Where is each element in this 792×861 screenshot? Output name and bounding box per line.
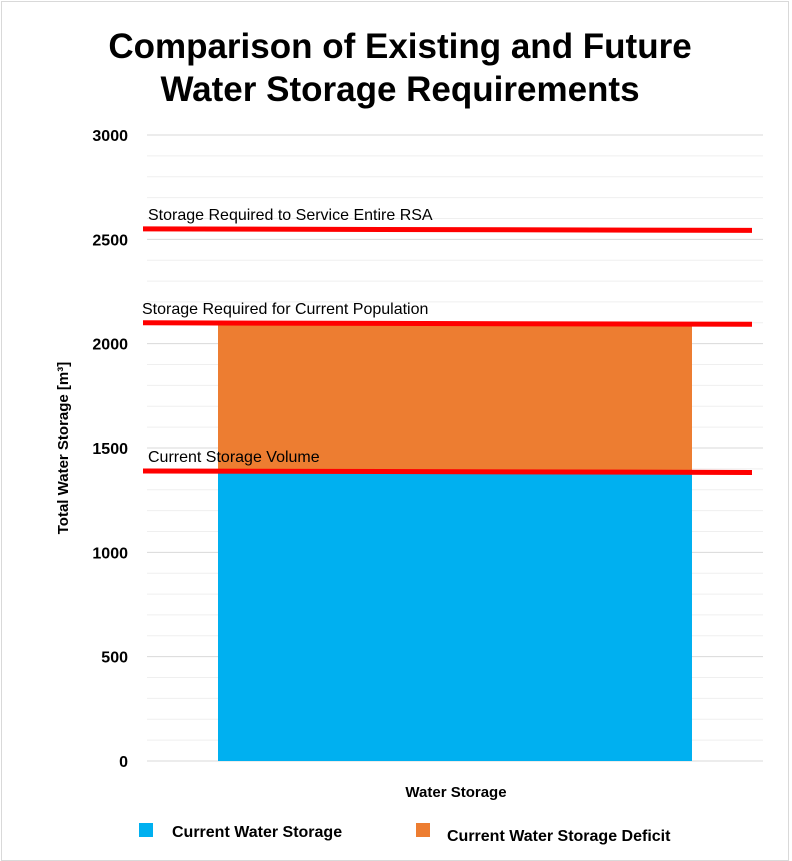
reference-line-label: Storage Required to Service Entire RSA — [148, 207, 433, 224]
reference-line — [142, 468, 753, 475]
reference-line — [142, 320, 753, 327]
legend-label: Current Water Storage Deficit — [447, 828, 671, 845]
y-tick-label: 2000 — [92, 337, 128, 354]
reference-line — [142, 226, 753, 233]
legend-swatch — [139, 823, 153, 837]
y-tick-label: 0 — [119, 754, 128, 771]
reference-line-label: Current Storage Volume — [148, 449, 320, 466]
legend: Current Water Storage Current Water Stora… — [139, 823, 671, 845]
reference-lines: Storage Required to Service Entire RSA St… — [142, 207, 753, 475]
legend-swatch — [416, 823, 430, 837]
reference-line-label: Storage Required for Current Population — [142, 301, 428, 318]
bar-segment-current-storage — [218, 473, 692, 761]
y-axis-title: Total Water Storage [m³] — [55, 362, 72, 535]
y-axis-ticks: 0 500 1000 1500 2000 2500 3000 — [92, 128, 128, 771]
legend-label: Current Water Storage — [172, 824, 342, 841]
bars — [218, 324, 692, 761]
x-axis-category-label: Water Storage — [405, 784, 506, 801]
y-tick-label: 3000 — [92, 128, 128, 145]
chart-title-line-2: Water Storage Requirements — [160, 70, 639, 109]
bar-segment-storage-deficit — [218, 324, 692, 474]
y-tick-label: 500 — [101, 650, 128, 667]
y-tick-label: 1000 — [92, 545, 128, 562]
y-tick-label: 1500 — [92, 441, 128, 458]
y-tick-label: 2500 — [92, 232, 128, 249]
chart-title-line-1: Comparison of Existing and Future — [108, 27, 691, 66]
